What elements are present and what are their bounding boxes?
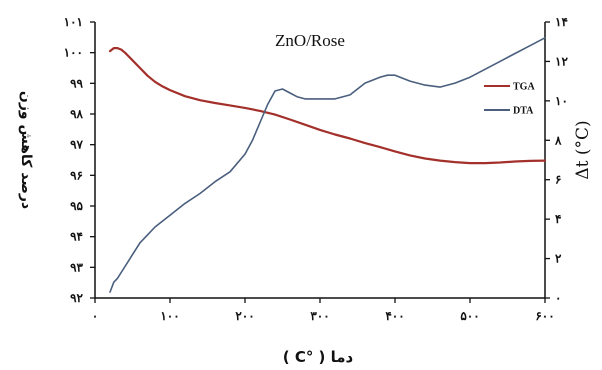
y-right-tick-label: ۲	[555, 252, 562, 266]
x-tick-label: ۱۰۰	[160, 309, 179, 323]
y-right-tick-label: ۴	[555, 212, 561, 226]
y-left-tick-label: ۹۳	[70, 260, 83, 274]
x-tick-label: ۳۰۰	[310, 309, 329, 323]
legend-label-tga: TGA	[513, 82, 535, 93]
y-left-tick-label: ۹۸	[70, 107, 83, 121]
y-right-tick-label: ۱۰	[555, 94, 568, 108]
x-tick-label: ۰	[92, 309, 98, 323]
y-right-tick-label: ۰	[555, 291, 561, 305]
series-dta-line	[109, 36, 546, 293]
x-axis-label: دما ( °C )	[283, 348, 354, 366]
y-left-tick-label: ۱۰۱	[64, 15, 83, 29]
y-right-tick-label: ۱۲	[555, 54, 568, 68]
y-axis-right-label: Δt (°C)	[573, 120, 593, 179]
y-left-tick-label: ۱۰۰	[64, 46, 83, 60]
y-left-tick-label: ۹۷	[70, 138, 83, 152]
y-right-tick-label: ۱۴	[555, 15, 568, 29]
y-left-tick-label: ۹۴	[70, 230, 83, 244]
x-tick-label: ۶۰۰	[535, 309, 554, 323]
y-axis-left-label: درصد کاهش وزن	[18, 91, 34, 209]
x-tick-label: ۵۰۰	[460, 309, 479, 323]
y-left-tick-label: ۹۶	[70, 168, 83, 182]
legend-label-dta: DTA	[513, 106, 534, 117]
x-tick-label: ۴۰۰	[385, 309, 404, 323]
y-left-tick-label: ۹۵	[70, 199, 83, 213]
legend: TGA DTA	[484, 82, 535, 117]
y-left-tick-label: ۹۲	[70, 291, 83, 305]
chart-title: ZnO/Rose	[275, 31, 345, 50]
x-tick-label: ۲۰۰	[235, 309, 254, 323]
y-right-tick-label: ۶	[555, 173, 561, 187]
y-right-tick-label: ۸	[554, 133, 562, 147]
y-left-tick-label: ۹۹	[70, 76, 83, 90]
series-tga-line	[108, 46, 547, 165]
